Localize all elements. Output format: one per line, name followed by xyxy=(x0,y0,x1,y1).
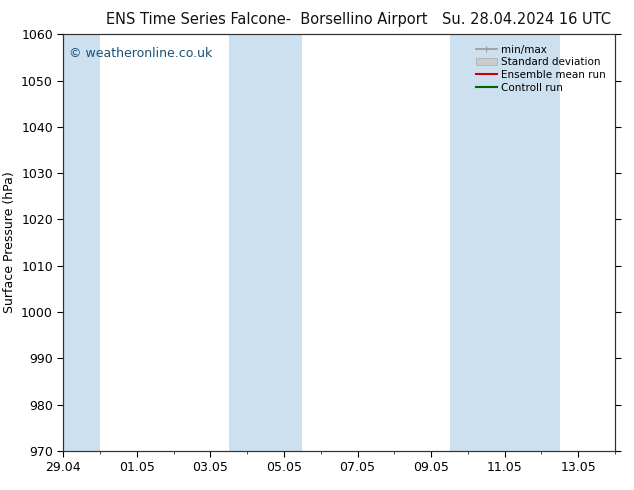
Y-axis label: Surface Pressure (hPa): Surface Pressure (hPa) xyxy=(3,172,16,314)
Text: © weatheronline.co.uk: © weatheronline.co.uk xyxy=(69,47,212,60)
Text: ENS Time Series Falcone-  Borsellino Airport: ENS Time Series Falcone- Borsellino Airp… xyxy=(105,12,427,27)
Bar xyxy=(63,34,100,451)
Bar xyxy=(229,34,302,451)
Legend: min/max, Standard deviation, Ensemble mean run, Controll run: min/max, Standard deviation, Ensemble me… xyxy=(473,42,609,96)
Bar xyxy=(450,34,560,451)
Text: Su. 28.04.2024 16 UTC: Su. 28.04.2024 16 UTC xyxy=(442,12,611,27)
